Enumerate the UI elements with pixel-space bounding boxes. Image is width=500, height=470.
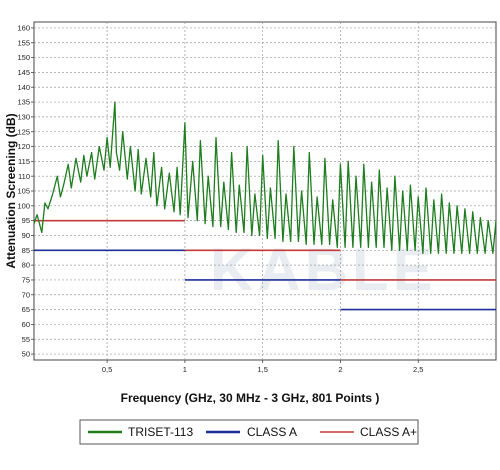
y-tick-label: 110 [18, 172, 30, 181]
legend-label-class-a: CLASS A [247, 425, 297, 439]
y-tick-label: 85 [22, 246, 30, 255]
legend: TRISET-113 CLASS A CLASS A+ [79, 419, 419, 445]
series-line-triset-113 [33, 101, 497, 254]
legend-label-class-a-plus: CLASS A+ [360, 425, 417, 439]
x-axis-title: Frequency (GHz, 30 MHz - 3 GHz, 801 Poin… [121, 391, 380, 405]
y-tick-label: 160 [17, 24, 30, 33]
x-tick-label: 2 [338, 365, 342, 374]
y-tick-label: 90 [22, 231, 30, 240]
y-tick-label: 80 [22, 261, 30, 270]
y-tick-label: 155 [17, 38, 30, 47]
y-tick-label: 70 [22, 290, 30, 299]
y-tick-label: 100 [17, 201, 30, 210]
y-tick-label: 55 [22, 335, 30, 344]
y-tick-label: 135 [17, 98, 30, 107]
y-tick-label: 120 [17, 142, 30, 151]
y-tick-label: 95 [22, 216, 30, 225]
y-tick-label: 50 [22, 350, 30, 359]
x-tick-label: 1,5 [257, 365, 267, 374]
y-tick-label: 145 [17, 68, 30, 77]
y-tick-label: 130 [17, 112, 30, 121]
x-tick-label: 2,5 [413, 365, 423, 374]
legend-label-triset: TRISET-113 [128, 425, 193, 439]
y-tick-label: 65 [22, 305, 30, 314]
legend-box [79, 419, 419, 445]
y-axis-title: Attenuation Screening (dB) [4, 113, 18, 268]
x-tick-label: 0,5 [102, 365, 112, 374]
y-tick-label: 105 [17, 187, 30, 196]
y-tick-label: 115 [18, 157, 30, 166]
y-tick-label: 75 [22, 276, 30, 285]
y-tick-label: 60 [22, 320, 30, 329]
y-tick-label: 150 [17, 53, 30, 62]
watermark-text: KABLE [210, 236, 437, 303]
x-tick-label: 1 [183, 365, 187, 374]
y-tick-label: 140 [17, 83, 30, 92]
y-tick-label: 125 [17, 127, 30, 136]
